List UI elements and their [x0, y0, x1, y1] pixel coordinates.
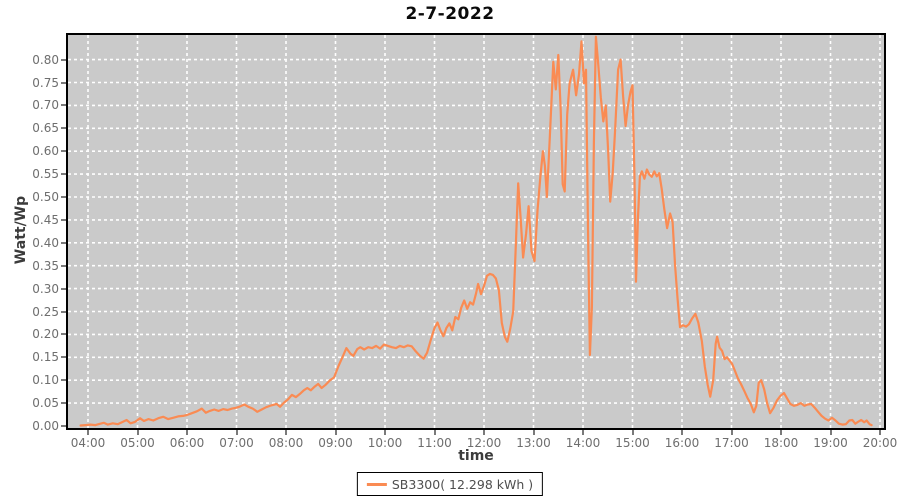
x-tick-mark [87, 430, 89, 435]
x-tick-mark [136, 430, 139, 435]
gridlines [68, 35, 884, 428]
y-tick-label: 0.65 [32, 121, 59, 136]
x-tick-mark [879, 430, 881, 435]
y-tick-label: 0.25 [32, 304, 59, 319]
y-tick-label: 0.70 [32, 98, 59, 113]
legend: SB3300( 12.298 kWh ) [356, 472, 544, 496]
y-tick-label: 0.05 [32, 396, 59, 411]
y-tick-label: 0.35 [32, 258, 59, 273]
y-tick-label: 0.15 [32, 350, 59, 365]
x-tick-mark [384, 430, 386, 435]
x-tick-label: 04:00 [70, 436, 106, 450]
x-tick-label: 15:00 [615, 436, 650, 450]
y-tick-mark [61, 58, 66, 61]
y-tick-label: 0.60 [32, 144, 59, 159]
y-tick-mark [61, 241, 66, 244]
y-tick-label: 0.20 [32, 327, 59, 342]
y-tick-label: 0.75 [32, 75, 59, 90]
y-tick-mark [61, 127, 66, 130]
x-tick-mark [235, 430, 238, 435]
y-tick-mark [61, 425, 66, 427]
y-tick-mark [61, 173, 66, 176]
x-axis-title: time [458, 448, 494, 464]
y-axis-title: Watt/Wp [13, 195, 29, 265]
y-tick-mark [61, 264, 66, 267]
x-tick-mark [532, 430, 535, 435]
x-tick-label: 13:00 [516, 436, 551, 450]
x-tick-label: 18:00 [763, 436, 799, 450]
x-tick-label: 12:00 [466, 436, 502, 450]
y-tick-label: 0.00 [32, 419, 59, 433]
x-tick-label: 07:00 [219, 436, 254, 450]
y-tick-mark [61, 333, 66, 336]
legend-label: SB3300( 12.298 kWh ) [391, 476, 534, 492]
x-tick-mark [334, 430, 337, 435]
legend-line-swatch-icon [366, 482, 387, 486]
y-tick-label: 0.10 [32, 373, 59, 388]
chart-title: 2-7-2022 [405, 4, 495, 24]
y-tick-label: 0.45 [32, 212, 59, 227]
x-tick-label: 14:00 [565, 436, 601, 450]
x-tick-label: 09:00 [318, 436, 353, 450]
x-tick-mark [582, 430, 584, 435]
x-tick-label: 06:00 [169, 436, 205, 450]
x-tick-label: 11:00 [417, 436, 452, 450]
x-tick-mark [483, 430, 485, 435]
x-tick-mark [780, 430, 782, 435]
y-tick-label: 0.80 [32, 52, 59, 67]
y-tick-mark [61, 310, 66, 313]
y-tick-label: 0.30 [32, 281, 59, 296]
plot-area [66, 33, 886, 430]
plot-canvas [68, 35, 884, 428]
x-tick-label: 05:00 [120, 436, 155, 450]
y-tick-mark [61, 196, 66, 198]
y-tick-label: 0.40 [32, 235, 59, 250]
x-tick-mark [829, 430, 832, 435]
y-tick-mark [61, 402, 66, 405]
y-tick-mark [61, 356, 66, 359]
x-tick-label: 19:00 [813, 436, 848, 450]
x-tick-label: 10:00 [367, 436, 403, 450]
y-tick-mark [61, 81, 66, 84]
x-tick-mark [285, 430, 287, 435]
y-tick-mark [61, 218, 66, 221]
y-tick-mark [61, 104, 66, 107]
x-tick-mark [730, 430, 733, 435]
x-tick-label: 08:00 [268, 436, 304, 450]
x-tick-label: 20:00 [862, 436, 898, 450]
x-tick-mark [631, 430, 634, 435]
y-tick-label: 0.55 [32, 167, 59, 182]
series-line-sb3300 [79, 35, 873, 427]
y-tick-mark [61, 287, 66, 290]
y-tick-mark [61, 150, 66, 153]
y-tick-label: 0.50 [32, 190, 59, 204]
x-tick-label: 16:00 [664, 436, 700, 450]
y-tick-mark [61, 379, 66, 382]
x-tick-mark [681, 430, 683, 435]
x-tick-label: 17:00 [714, 436, 749, 450]
x-tick-mark [186, 430, 188, 435]
x-tick-mark [433, 430, 436, 435]
